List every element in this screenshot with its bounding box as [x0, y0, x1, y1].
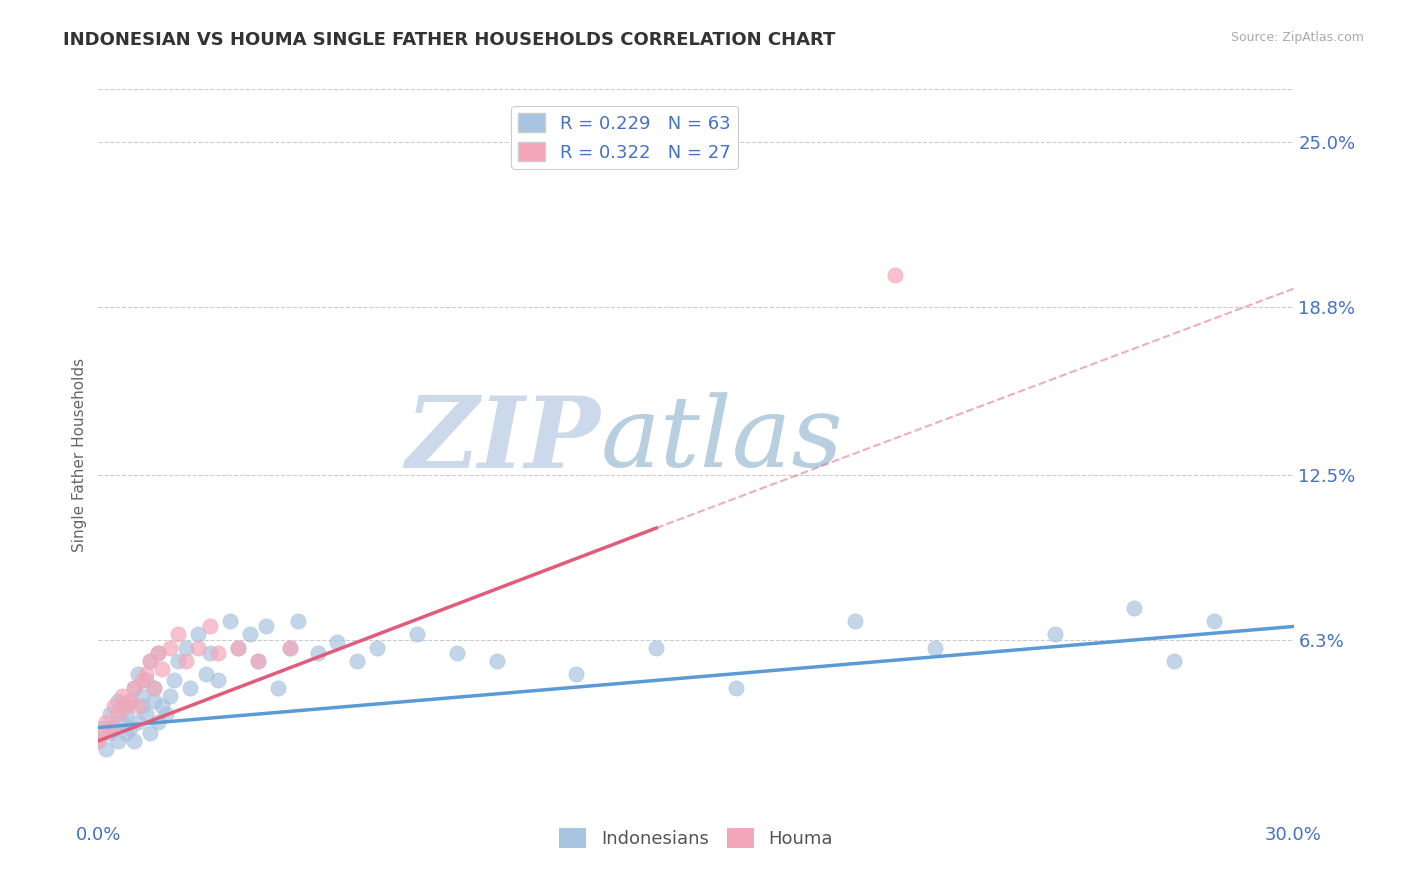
Point [167, 627, 190, 641]
Point [139, 654, 162, 668]
Point [278, 640, 301, 655]
Point [87, 734, 110, 748]
Point [111, 715, 134, 730]
Point [150, 699, 173, 714]
Point [111, 689, 134, 703]
Point [159, 689, 181, 703]
Point [98, 721, 122, 735]
Point [143, 694, 166, 708]
Point [239, 627, 262, 641]
Point [645, 640, 668, 655]
Point [124, 681, 146, 695]
Point [187, 640, 209, 655]
Point [307, 646, 329, 660]
Point [884, 268, 907, 283]
Point [346, 654, 368, 668]
Point [139, 654, 162, 668]
Point [159, 640, 181, 655]
Point [143, 681, 166, 695]
Point [246, 654, 269, 668]
Point [120, 694, 142, 708]
Point [148, 715, 170, 730]
Point [187, 627, 209, 641]
Point [98, 726, 122, 740]
Point [131, 673, 153, 687]
Text: ZIP: ZIP [405, 392, 600, 489]
Point [131, 699, 153, 714]
Point [226, 640, 249, 655]
Text: atlas: atlas [600, 392, 844, 488]
Point [96, 715, 118, 730]
Point [135, 673, 157, 687]
Point [150, 662, 173, 676]
Point [120, 721, 142, 735]
Point [267, 681, 290, 695]
Point [127, 715, 149, 730]
Point [565, 667, 588, 681]
Point [127, 699, 149, 714]
Point [148, 646, 170, 660]
Point [107, 694, 129, 708]
Point [143, 681, 166, 695]
Point [124, 734, 146, 748]
Point [120, 694, 142, 708]
Point [96, 741, 118, 756]
Point [1043, 627, 1066, 641]
Point [107, 734, 129, 748]
Point [163, 673, 186, 687]
Point [91, 726, 114, 740]
Point [91, 721, 114, 735]
Point [103, 721, 125, 735]
Text: INDONESIAN VS HOUMA SINGLE FATHER HOUSEHOLDS CORRELATION CHART: INDONESIAN VS HOUMA SINGLE FATHER HOUSEH… [63, 31, 835, 49]
Point [207, 646, 229, 660]
Point [127, 667, 149, 681]
Point [103, 699, 125, 714]
Point [326, 635, 349, 649]
Point [207, 673, 229, 687]
Point [174, 640, 197, 655]
Point [198, 619, 221, 633]
Point [135, 707, 157, 722]
Point [135, 667, 157, 681]
Point [98, 707, 122, 722]
Point [179, 681, 201, 695]
Point [278, 640, 301, 655]
Point [485, 654, 508, 668]
Point [198, 646, 221, 660]
Point [724, 681, 747, 695]
Point [254, 619, 277, 633]
Point [1123, 600, 1146, 615]
Point [366, 640, 388, 655]
Point [167, 654, 190, 668]
Point [1202, 614, 1225, 628]
Point [111, 699, 134, 714]
Point [148, 646, 170, 660]
Point [124, 681, 146, 695]
Point [287, 614, 309, 628]
Point [87, 734, 110, 748]
Point [406, 627, 429, 641]
Point [115, 726, 138, 740]
Point [226, 640, 249, 655]
Point [139, 726, 162, 740]
Point [131, 689, 153, 703]
Point [115, 707, 138, 722]
Point [924, 640, 946, 655]
Point [107, 707, 129, 722]
Point [219, 614, 242, 628]
Text: Source: ZipAtlas.com: Source: ZipAtlas.com [1230, 31, 1364, 45]
Point [1163, 654, 1185, 668]
Point [446, 646, 468, 660]
Y-axis label: Single Father Households: Single Father Households [72, 358, 87, 552]
Point [115, 699, 138, 714]
Point [195, 667, 218, 681]
Point [246, 654, 269, 668]
Point [174, 654, 197, 668]
Point [155, 707, 177, 722]
Legend: Indonesians, Houma: Indonesians, Houma [553, 822, 839, 855]
Point [844, 614, 866, 628]
